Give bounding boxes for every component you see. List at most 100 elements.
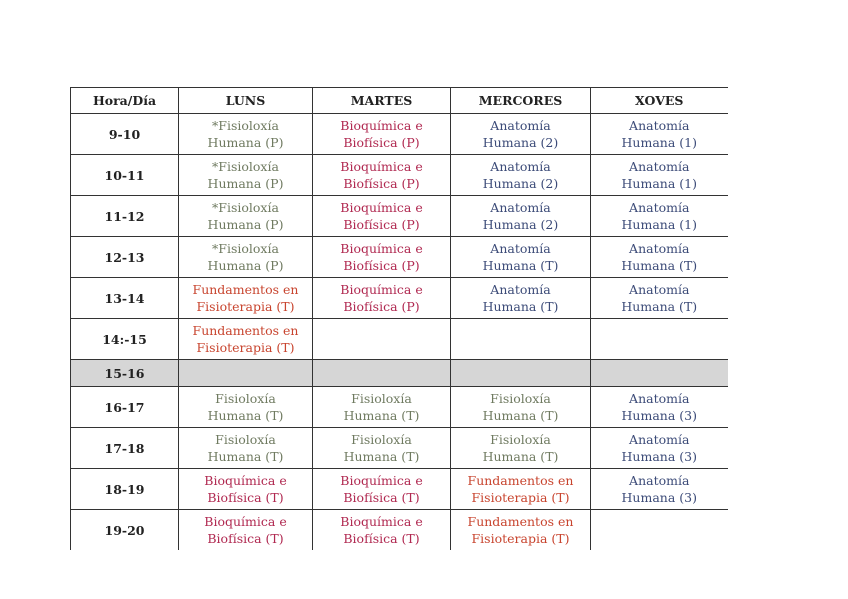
- class-cell: Anatomía Humana (3): [590, 386, 728, 428]
- class-cell: [590, 509, 728, 550]
- class-cell: *Fisioloxía Humana (P): [178, 195, 313, 237]
- header-xoves: XOVES: [590, 87, 728, 114]
- class-cell: [450, 318, 591, 360]
- class-name: Fundamentos en: [467, 514, 574, 529]
- class-detail: Humana (1): [621, 176, 697, 191]
- class-name: Bioquímica e: [340, 514, 423, 529]
- timetable: Hora/Día LUNS MARTES MERCORES XOVES 9-10…: [70, 87, 728, 550]
- class-detail: Humana (T): [482, 449, 559, 464]
- class-detail: Humana (T): [621, 299, 698, 314]
- class-cell: Fisioloxía Humana (T): [312, 386, 451, 428]
- class-detail: Humana (T): [343, 449, 420, 464]
- class-detail: Biofísica (P): [343, 135, 420, 150]
- class-detail: Biofísica (P): [343, 176, 420, 191]
- class-cell: [312, 359, 451, 387]
- class-detail: Biofísica (P): [343, 258, 420, 273]
- class-name: Fisioloxía: [351, 391, 412, 406]
- hour-cell: 10-11: [70, 154, 179, 196]
- class-cell: [590, 318, 728, 360]
- class-name: Fisioloxía: [490, 391, 551, 406]
- class-cell: Bioquímica e Biofísica (T): [178, 468, 313, 510]
- hour-cell: 17-18: [70, 427, 179, 469]
- class-name: Anatomía: [629, 159, 690, 174]
- class-cell: Anatomía Humana (T): [590, 277, 728, 319]
- class-name: Anatomía: [629, 473, 690, 488]
- table-row: 12-13 *Fisioloxía Humana (P) Bioquímica e Bi…: [70, 236, 728, 278]
- header-mercores: MERCORES: [450, 87, 591, 114]
- class-cell: Bioquímica e Biofísica (P): [312, 195, 451, 237]
- class-detail: Humana (1): [621, 135, 697, 150]
- class-detail: Fisioterapia (T): [196, 340, 295, 355]
- class-name: Anatomía: [629, 118, 690, 133]
- class-cell: Anatomía Humana (1): [590, 113, 728, 155]
- class-name: Bioquímica e: [204, 473, 287, 488]
- hour-cell: 14:-15: [70, 318, 179, 360]
- class-name: Anatomía: [490, 282, 551, 297]
- class-name: *Fisioloxía: [212, 200, 279, 215]
- class-detail: Humana (T): [207, 408, 284, 423]
- class-name: Bioquímica e: [340, 200, 423, 215]
- class-cell: Bioquímica e Biofísica (T): [312, 468, 451, 510]
- class-detail: Biofísica (T): [343, 490, 420, 505]
- class-name: Anatomía: [629, 282, 690, 297]
- class-name: Fisioloxía: [351, 432, 412, 447]
- class-name: Anatomía: [629, 241, 690, 256]
- class-cell: Bioquímica e Biofísica (P): [312, 113, 451, 155]
- class-detail: Humana (T): [621, 258, 698, 273]
- class-detail: Humana (P): [207, 135, 284, 150]
- class-detail: Fisioterapia (T): [471, 490, 570, 505]
- class-cell: Anatomía Humana (1): [590, 195, 728, 237]
- class-cell: Bioquímica e Biofísica (T): [178, 509, 313, 550]
- class-cell: Fundamentos en Fisioterapia (T): [178, 277, 313, 319]
- class-detail: Humana (P): [207, 176, 284, 191]
- class-detail: Humana (T): [482, 408, 559, 423]
- class-detail: Fisioterapia (T): [196, 299, 295, 314]
- hour-cell: 15-16: [70, 359, 179, 387]
- class-detail: Humana (T): [207, 449, 284, 464]
- hour-cell: 19-20: [70, 509, 179, 550]
- header-martes: MARTES: [312, 87, 451, 114]
- class-name: Fisioloxía: [215, 432, 276, 447]
- class-cell: Anatomía Humana (2): [450, 195, 591, 237]
- class-name: *Fisioloxía: [212, 159, 279, 174]
- class-cell: *Fisioloxía Humana (P): [178, 113, 313, 155]
- class-name: Fisioloxía: [215, 391, 276, 406]
- class-detail: Biofísica (T): [207, 490, 284, 505]
- class-name: Bioquímica e: [340, 282, 423, 297]
- class-detail: Humana (P): [207, 258, 284, 273]
- class-cell: Fisioloxía Humana (T): [178, 386, 313, 428]
- class-cell: Fundamentos en Fisioterapia (T): [178, 318, 313, 360]
- class-cell: Anatomía Humana (T): [450, 236, 591, 278]
- class-cell: Anatomía Humana (1): [590, 154, 728, 196]
- class-name: Bioquímica e: [340, 241, 423, 256]
- class-detail: Humana (2): [482, 135, 559, 150]
- class-name: Fundamentos en: [192, 282, 299, 297]
- class-detail: Humana (T): [343, 408, 420, 423]
- class-cell: Anatomía Humana (3): [590, 468, 728, 510]
- table-row: 15-16: [70, 359, 728, 387]
- class-detail: Biofísica (T): [207, 531, 284, 546]
- class-cell: Anatomía Humana (2): [450, 113, 591, 155]
- class-cell: Anatomía Humana (T): [590, 236, 728, 278]
- class-cell: Fisioloxía Humana (T): [450, 427, 591, 469]
- class-cell: Fundamentos en Fisioterapia (T): [450, 468, 591, 510]
- class-cell: Anatomía Humana (T): [450, 277, 591, 319]
- class-cell: Bioquímica e Biofísica (P): [312, 154, 451, 196]
- class-cell: Fisioloxía Humana (T): [178, 427, 313, 469]
- class-cell: Fundamentos en Fisioterapia (T): [450, 509, 591, 550]
- class-name: Anatomía: [629, 391, 690, 406]
- class-detail: Humana (T): [482, 258, 559, 273]
- class-cell: Fisioloxía Humana (T): [312, 427, 451, 469]
- class-name: Bioquímica e: [340, 159, 423, 174]
- class-cell: *Fisioloxía Humana (P): [178, 236, 313, 278]
- class-detail: Humana (1): [621, 217, 697, 232]
- class-name: Anatomía: [629, 432, 690, 447]
- class-detail: Humana (3): [621, 408, 697, 423]
- class-name: Fundamentos en: [467, 473, 574, 488]
- class-name: Bioquímica e: [340, 118, 423, 133]
- class-name: Anatomía: [490, 118, 551, 133]
- class-cell: Fisioloxía Humana (T): [450, 386, 591, 428]
- table-row: 14:-15 Fundamentos en Fisioterapia (T): [70, 318, 728, 360]
- header-luns: LUNS: [178, 87, 313, 114]
- class-name: Fisioloxía: [490, 432, 551, 447]
